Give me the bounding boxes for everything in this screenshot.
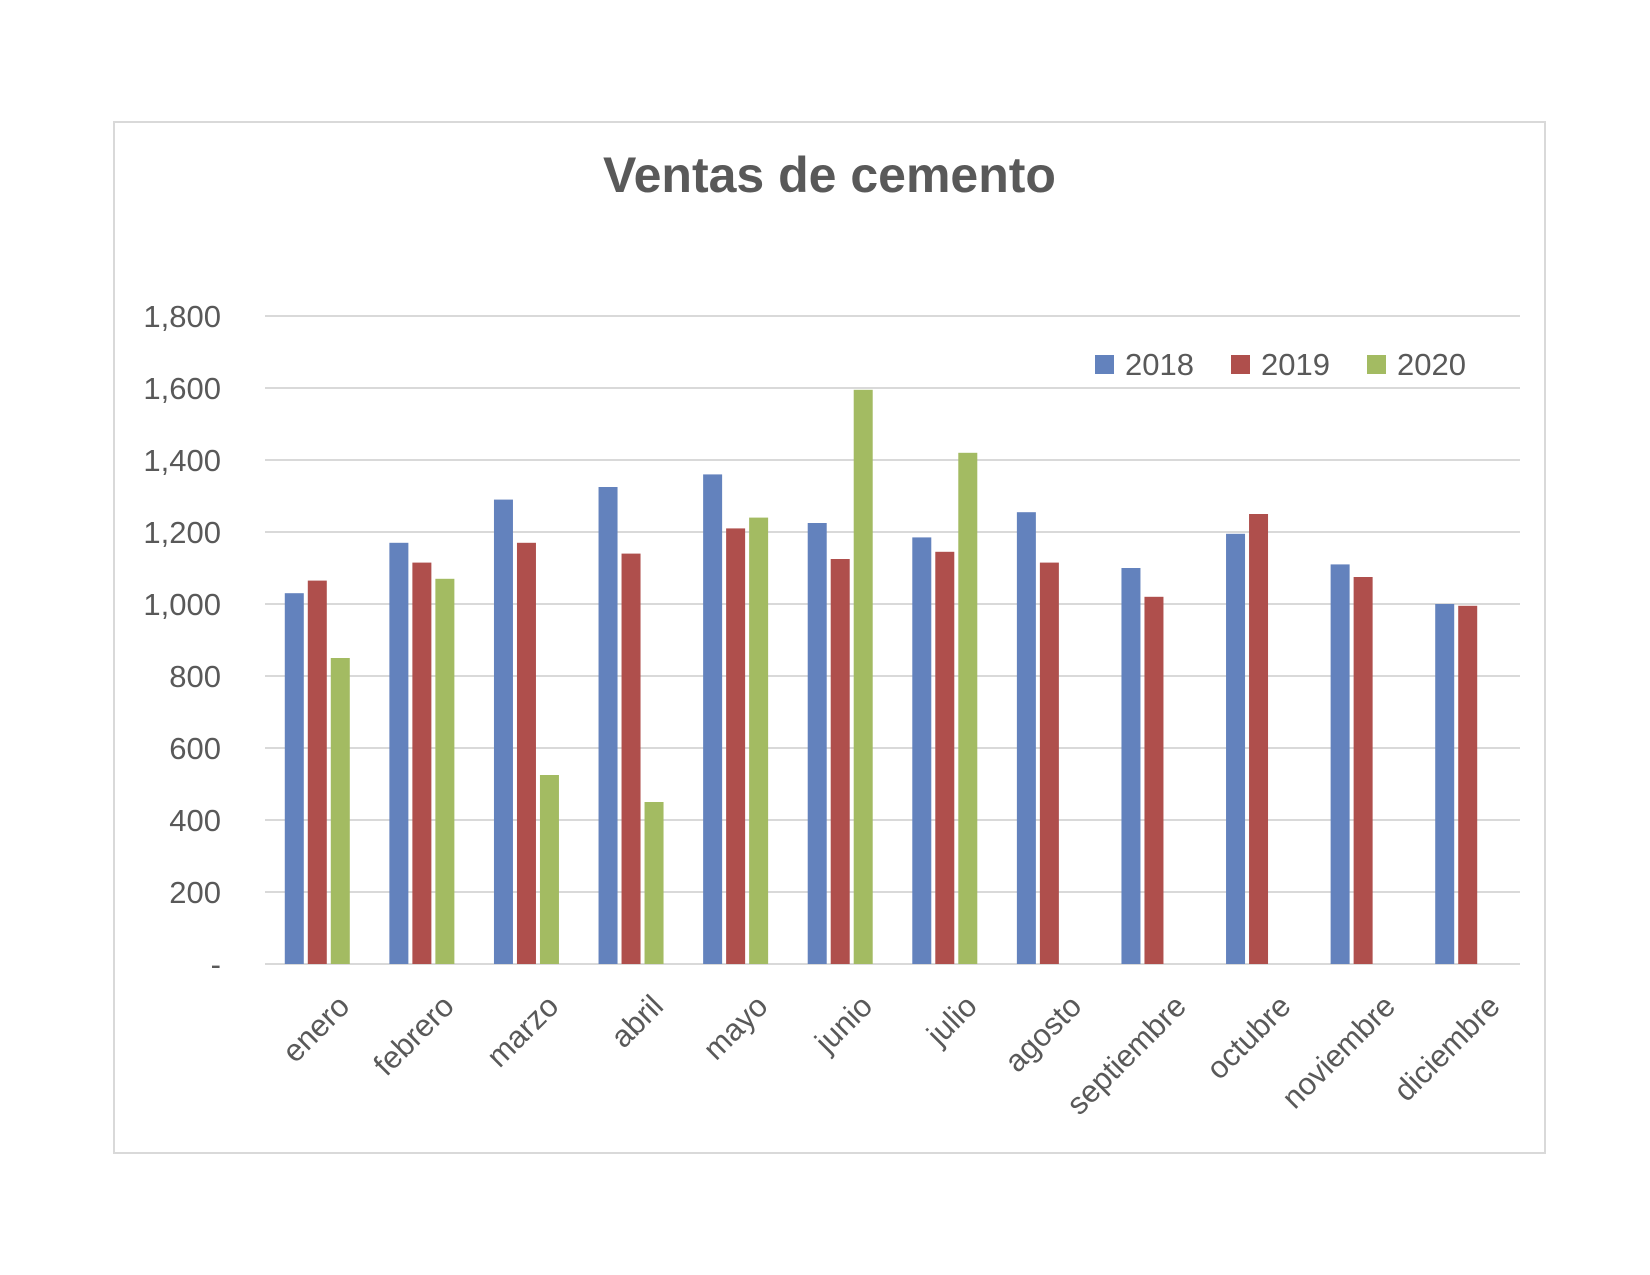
bar-2019-mayo [726,528,746,964]
gridlines [265,315,1520,965]
bar-2019-marzo [516,542,536,964]
y-axis-ticks: - 200 400 600 800 1,000 1,200 1,400 1,600 1,800 [143,299,221,982]
x-tick-label-noviembre: noviembre [1275,988,1402,1115]
x-tick-label-marzo: marzo [480,988,566,1074]
y-tick-label: 600 [169,731,221,766]
bar-2018-noviembre [1330,564,1350,964]
legend-swatch-2018 [1095,355,1114,374]
y-tick-label: 400 [169,803,221,838]
legend-label-2018: 2018 [1125,347,1194,382]
legend-label-2020: 2020 [1397,347,1466,382]
y-tick-label: 800 [169,659,221,694]
legend-swatch-2020 [1367,355,1386,374]
bar-2020-marzo [539,775,559,964]
x-tick-label-octubre: octubre [1200,988,1298,1086]
bar-2019-diciembre [1458,605,1478,964]
chart-frame [113,121,1546,1154]
x-tick-label-enero: enero [275,988,356,1069]
bar-2019-agosto [1039,562,1059,964]
bar-2019-junio [830,559,850,964]
y-tick-label: 1,800 [143,299,221,334]
x-tick-label-mayo: mayo [696,988,774,1066]
bar-2019-enero [307,580,327,964]
bar-2018-abril [598,487,618,964]
y-tick-label: 1,400 [143,443,221,478]
bar-2019-febrero [412,562,432,964]
bar-2019-septiembre [1144,596,1164,964]
chart-title: Ventas de cemento [603,147,1056,203]
x-axis-ticks: enero febrero marzo abril mayo junio julio agos… [275,988,1506,1121]
x-tick-label-junio: junio [807,988,879,1060]
bar-2020-junio [853,389,873,964]
bars [284,389,1478,964]
bar-2020-enero [330,658,350,964]
y-tick-label: 200 [169,875,221,910]
x-tick-label-febrero: febrero [367,988,461,1082]
bar-2019-julio [935,551,955,964]
bar-2018-septiembre [1121,568,1141,964]
bar-2018-julio [912,537,932,964]
bar-2020-abril [644,802,664,964]
bar-2018-enero [284,593,304,964]
bar-2018-agosto [1016,512,1036,964]
y-tick-label: 1,200 [143,515,221,550]
x-tick-label-abril: abril [604,988,670,1054]
bar-2020-mayo [749,517,769,964]
bar-2018-marzo [493,499,513,964]
legend: 2018 2019 2020 [1095,347,1466,382]
bar-2019-noviembre [1353,577,1373,964]
bar-2019-abril [621,553,641,964]
legend-swatch-2019 [1231,355,1250,374]
bar-2018-febrero [389,542,409,964]
bar-2019-octubre [1249,514,1269,964]
bar-2018-octubre [1226,533,1246,964]
bar-2018-junio [807,523,827,964]
bar-2018-mayo [703,474,723,964]
y-tick-label: - [211,947,221,982]
legend-label-2019: 2019 [1261,347,1330,382]
bar-2020-julio [958,452,978,964]
bar-2018-diciembre [1435,604,1455,964]
y-tick-label: 1,000 [143,587,221,622]
bar-2020-febrero [435,578,455,964]
x-tick-label-agosto: agosto [998,988,1089,1079]
y-tick-label: 1,600 [143,371,221,406]
x-tick-label-diciembre: diciembre [1387,988,1507,1108]
x-tick-label-julio: julio [919,988,983,1052]
